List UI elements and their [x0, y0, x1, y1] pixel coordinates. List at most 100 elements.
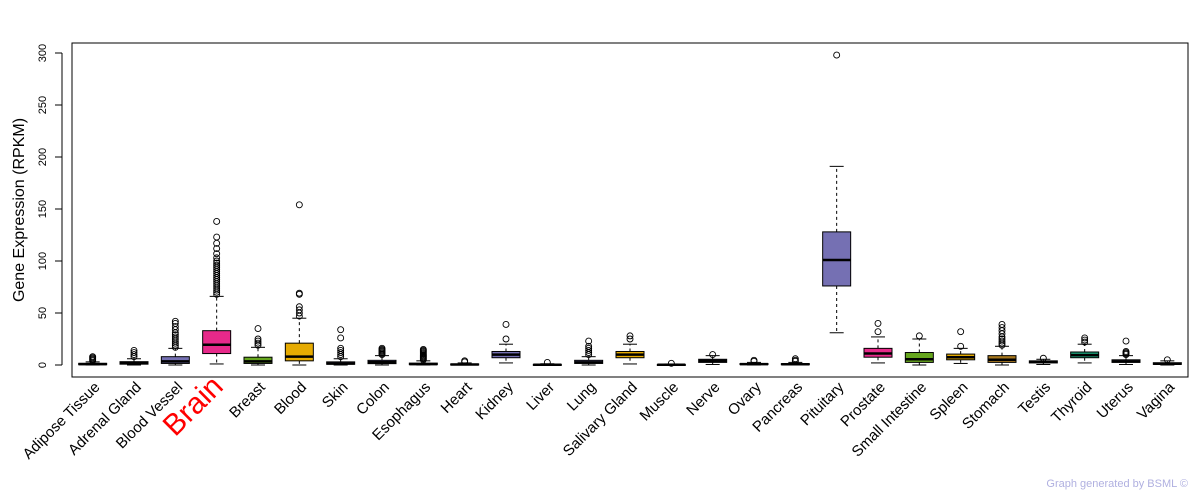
x-tick-label: Muscle: [637, 379, 683, 425]
outlier-point: [213, 254, 221, 262]
outlier-point: [337, 346, 345, 354]
box-heart: [450, 357, 480, 366]
credit-text: Graph generated by BSML ©: [1046, 478, 1188, 490]
box-breast: [243, 325, 273, 366]
box-adrenal-gland: [119, 346, 149, 366]
outlier-point: [957, 328, 965, 336]
outlier-point: [1081, 338, 1089, 346]
outlier-point: [957, 342, 965, 350]
outlier-point: [750, 356, 758, 364]
x-tick-label: Testis: [1015, 379, 1054, 418]
outlier-point: [585, 337, 593, 345]
x-tick-label: Blood: [271, 379, 310, 418]
box-liver: [532, 358, 562, 366]
outlier-point: [171, 317, 179, 325]
box-kidney: [491, 320, 521, 364]
box-prostate: [863, 319, 893, 364]
box-lung: [574, 337, 604, 366]
y-tick-label: 250: [37, 96, 49, 114]
x-tick-label: Small Intestine: [849, 379, 931, 461]
outlier-point: [295, 303, 303, 311]
box-blood: [284, 201, 314, 366]
outlier-point: [213, 259, 221, 267]
box-blood-vessel: [160, 317, 190, 366]
outlier-point: [626, 332, 634, 340]
outlier-point: [171, 323, 179, 330]
plot-frame: [71, 42, 1189, 378]
outlier-point: [213, 261, 221, 269]
outlier-point: [295, 306, 303, 314]
outlier-point: [171, 333, 179, 341]
outlier-point: [378, 344, 386, 352]
outlier-point: [1163, 356, 1171, 364]
outlier-point: [213, 257, 221, 265]
outlier-point: [461, 357, 469, 365]
outlier-point: [337, 334, 345, 342]
outlier-point: [337, 326, 345, 334]
outlier-point: [791, 355, 799, 363]
outlier-point: [213, 245, 221, 252]
outlier-point: [130, 349, 138, 356]
y-tick-label: 100: [37, 252, 49, 270]
outlier-point: [874, 328, 882, 336]
box-testis: [1028, 354, 1058, 365]
box-iqr: [904, 352, 934, 363]
box-stomach: [987, 320, 1017, 366]
outlier-point: [915, 332, 923, 340]
x-tick-label: Kidney: [472, 378, 517, 423]
outlier-point: [1081, 334, 1089, 342]
outlier-point: [585, 344, 593, 352]
outlier-point: [502, 320, 510, 328]
box-muscle: [656, 359, 686, 367]
y-tick-label: 50: [37, 307, 49, 319]
outlier-point: [130, 351, 138, 359]
x-tick-label: Nerve: [683, 379, 723, 419]
box-skin: [326, 326, 356, 366]
box-salivary-gland: [615, 332, 645, 365]
outlier-point: [1039, 354, 1047, 362]
outlier-point: [543, 358, 551, 366]
x-tick-label: Vagina: [1134, 378, 1179, 423]
outlier-point: [502, 335, 510, 343]
outlier-point: [171, 319, 179, 327]
outlier-point: [833, 51, 841, 59]
outlier-point: [1122, 337, 1130, 345]
outlier-point: [213, 233, 221, 241]
box-esophagus: [408, 345, 438, 366]
outlier-point: [667, 359, 675, 367]
outlier-point: [585, 346, 593, 354]
outlier-point: [998, 320, 1006, 328]
outlier-point: [254, 337, 262, 345]
x-tick-label: Colon: [353, 379, 393, 419]
box-iqr: [160, 356, 190, 364]
outlier-point: [998, 324, 1006, 332]
x-tick-label: Liver: [523, 379, 558, 414]
outlier-point: [419, 345, 427, 353]
outlier-point: [998, 335, 1006, 343]
box-nerve: [698, 351, 728, 365]
outlier-point: [254, 339, 262, 347]
box-iqr: [202, 330, 232, 355]
outlier-point: [626, 335, 634, 343]
outlier-point: [171, 331, 179, 339]
outlier-point: [254, 325, 262, 333]
x-tick-label: Salivary Gland: [560, 379, 641, 460]
y-tick-label: 0: [37, 362, 49, 368]
outlier-point: [337, 344, 345, 352]
box-uterus: [1111, 337, 1141, 365]
outlier-point: [213, 218, 221, 225]
outlier-point: [130, 346, 138, 354]
x-tick-label: Breast: [226, 378, 269, 421]
box-iqr: [284, 342, 314, 362]
y-tick-label: 300: [37, 44, 49, 62]
y-axis-label: Gene Expression (RPKM): [11, 118, 28, 302]
outlier-point: [709, 351, 717, 359]
box-small-intestine: [904, 332, 934, 366]
outlier-point: [874, 319, 882, 327]
box-vagina: [1152, 356, 1182, 366]
box-adipose-tissue: [78, 353, 108, 366]
box-thyroid: [1070, 334, 1100, 364]
box-pancreas: [780, 355, 810, 366]
outlier-point: [1122, 348, 1130, 355]
